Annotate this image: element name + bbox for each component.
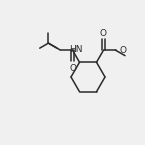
Text: HN: HN — [69, 45, 83, 54]
Text: O: O — [70, 64, 77, 73]
Text: O: O — [100, 29, 107, 38]
Text: O: O — [119, 46, 126, 55]
